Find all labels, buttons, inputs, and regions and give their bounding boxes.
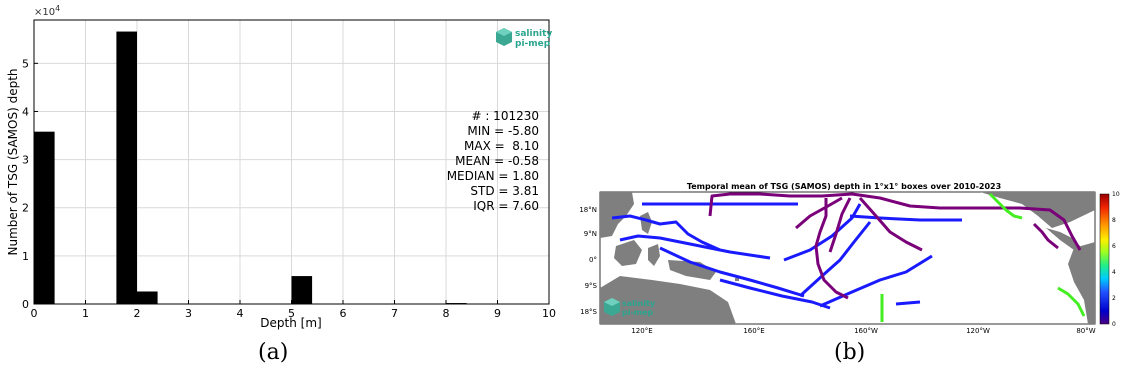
lat-9s: 9°S: [585, 282, 598, 290]
hist-x-tick-label: 3: [185, 307, 192, 320]
track-blue-1: [611, 214, 721, 252]
track-blue-7: [783, 203, 862, 262]
hist-y-tick-label: 5: [22, 57, 29, 70]
land-philippines: [640, 212, 652, 234]
hist-x-tick-label: 8: [443, 307, 450, 320]
track-blue-4: [659, 246, 805, 298]
logo-line-1: salinity: [515, 29, 552, 39]
cb-6: 6: [1112, 243, 1116, 250]
hist-y-tick-label: 3: [22, 154, 29, 167]
hist-x-tick-label: 4: [237, 307, 244, 320]
cb-8: 8: [1112, 217, 1116, 224]
track-green-1: [988, 192, 1023, 220]
track-green-3: [1057, 286, 1086, 317]
hist-y-ticks: 0 1 2 3 4 5: [22, 57, 38, 311]
y-multiplier: ×104: [34, 4, 60, 18]
hist-y-tick-label: 2: [22, 202, 29, 215]
lat-18s: 18°S: [580, 308, 597, 316]
land-newguinea: [668, 260, 716, 280]
land-asia: [600, 192, 634, 238]
hist-y-tick-label: 4: [22, 105, 29, 118]
hist-bar: [116, 31, 137, 304]
stat-count: # : 101230: [471, 109, 539, 123]
hist-x-tick-label: 1: [82, 307, 89, 320]
hist-x-tick-label: 7: [391, 307, 398, 320]
track-blue-8: [819, 254, 933, 308]
track-blue-9: [849, 214, 962, 222]
caption-b: (b): [834, 340, 866, 365]
stat-median: MEDIAN = 1.80: [447, 169, 539, 183]
lat-18n: 18°N: [579, 206, 597, 214]
track-purple-6: [1032, 222, 1059, 250]
map-salinity-logo: salinity pi-mep: [604, 298, 656, 317]
colorbar-ticks: 10 8 6 4 2 0: [1112, 191, 1120, 328]
map-logo-line-1: salinity: [622, 299, 656, 308]
depth-histogram: 0 1 2 3 4 5 6 7 8 9 10 0 1 2 3 4 5 ×104 Depth [m] Numbe…: [6, 4, 556, 330]
stat-min: MIN = -5.80: [467, 124, 539, 138]
cb-0: 0: [1112, 321, 1116, 328]
hist-bars: [34, 31, 467, 305]
map-tracks: [611, 192, 1086, 322]
cb-4: 4: [1112, 269, 1116, 276]
hist-y-tick-label: 0: [22, 298, 29, 311]
hist-stats-box: # : 101230 MIN = -5.80 MAX = 8.10 MEAN =…: [447, 109, 539, 213]
map-lon-labels: 120°E 160°E 160°W 120°W 80°W: [631, 327, 1095, 335]
track-blue-3: [619, 234, 771, 260]
lon-80w: 80°W: [1076, 327, 1095, 335]
caption-a: (a): [258, 340, 289, 365]
lon-120w: 120°W: [966, 327, 990, 335]
land-south-america: [1068, 242, 1095, 324]
stat-max: MAX = 8.10: [464, 139, 539, 153]
hist-x-tick-label: 6: [340, 307, 347, 320]
cb-2: 2: [1112, 295, 1116, 302]
stat-iqr: IQR = 7.60: [473, 199, 539, 213]
map-title: Temporal mean of TSG (SAMOS) depth in 1°…: [687, 182, 1001, 191]
stat-std: STD = 3.81: [470, 184, 539, 198]
track-blue-6: [798, 221, 872, 298]
lon-160e: 160°E: [743, 327, 764, 335]
hist-x-tick-label: 2: [134, 307, 141, 320]
lat-9n: 9°N: [584, 230, 597, 238]
land-central-america: [1046, 228, 1082, 250]
hist-y-tick-label: 1: [22, 250, 29, 263]
stat-mean: MEAN = -0.58: [455, 154, 539, 168]
salinity-logo: salinity pi-mep: [496, 28, 552, 49]
lat-0: 0°: [589, 256, 597, 264]
map-panel: Temporal mean of TSG (SAMOS) depth in 1°…: [560, 176, 1126, 336]
hist-bar: [291, 276, 313, 304]
map-logo-line-2: pi-mep: [622, 308, 654, 317]
hist-x-tick-label: 9: [494, 307, 501, 320]
map-colorbar: [1099, 193, 1110, 325]
land-borneo: [614, 240, 642, 266]
logo-line-2: pi-mep: [515, 39, 551, 49]
hist-bar: [137, 291, 158, 304]
hist-bar: [34, 131, 55, 304]
lon-160w: 160°W: [854, 327, 878, 335]
land-australia: [600, 276, 736, 324]
temporal-mean-map: Temporal mean of TSG (SAMOS) depth in 1°…: [579, 182, 1120, 335]
hist-x-tick-label: 10: [542, 307, 556, 320]
hist-y-axis-label: Number of TSG (SAMOS) depth: [6, 68, 20, 255]
hist-x-tick-label: 0: [31, 307, 38, 320]
hist-x-axis-label: Depth [m]: [260, 316, 321, 330]
track-purple-4: [858, 197, 923, 252]
track-purple-5: [795, 196, 843, 230]
hist-x-ticks: 0 1 2 3 4 5 6 7 8 9 10: [31, 300, 556, 320]
land-islands-1: [735, 278, 739, 281]
track-blue-10: [895, 300, 921, 306]
track-purple-2: [814, 198, 849, 300]
track-purple-3: [828, 197, 852, 253]
cb-10: 10: [1112, 191, 1120, 198]
map-lat-labels: 18°N 9°N 0° 9°S 18°S: [579, 206, 597, 316]
land-sulawesi: [648, 244, 660, 266]
lon-120e: 120°E: [631, 327, 652, 335]
track-blue-5: [719, 278, 831, 310]
track-purple-1: [708, 192, 1082, 251]
hist-x-tick-label: 5: [288, 307, 295, 320]
